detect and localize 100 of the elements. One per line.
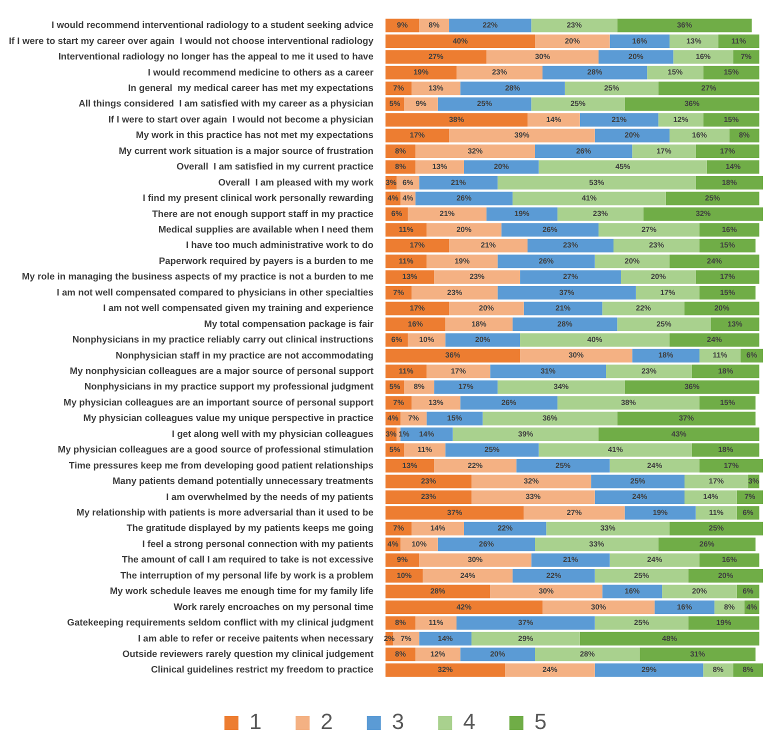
bar xyxy=(490,364,606,378)
bar xyxy=(386,600,542,614)
bar xyxy=(449,302,524,316)
bar xyxy=(415,616,457,630)
bar xyxy=(658,113,704,127)
bar xyxy=(598,223,700,237)
y-tick-label: Time pressures keep me from developing good patient relationships xyxy=(68,459,374,470)
bar xyxy=(386,160,416,174)
bar xyxy=(412,82,460,96)
bar xyxy=(557,396,700,410)
bar xyxy=(594,254,670,268)
y-tick-label: Nonphysicians in my practice reliably carry out clinical instructions xyxy=(72,334,374,345)
bar xyxy=(386,113,528,127)
y-tick-label: If I were to start over again I would not become a physician xyxy=(108,113,374,124)
bar xyxy=(699,223,760,237)
y-tick-label: Nonphysician staff in my practice are not accommodating xyxy=(116,349,374,360)
y-tick-label: There are not enough support staff in my practice xyxy=(152,208,374,219)
y-tick-label: I would recommend interventional radiology to a student seeking advice xyxy=(52,19,374,30)
bar xyxy=(471,474,592,488)
y-tick-label: Paperwork required by payers is a burden to me xyxy=(158,254,374,266)
legend-label: 3 xyxy=(392,709,404,734)
bar xyxy=(415,160,464,174)
bar xyxy=(666,192,760,206)
bar xyxy=(670,128,730,142)
bar xyxy=(696,506,737,520)
bar xyxy=(456,616,595,630)
bar xyxy=(426,364,490,378)
bar xyxy=(486,207,558,221)
bar xyxy=(449,238,528,252)
y-tick-label: My physician colleagues are a good source of professional stimulation xyxy=(58,444,374,455)
bar xyxy=(594,569,688,583)
y-tick-label: If I were to start my career over again I would not choose interventional radiology xyxy=(8,34,374,46)
bar xyxy=(426,254,498,268)
y-tick-label: Outside reviewers rarely question my clinical judgement xyxy=(122,648,374,659)
bar xyxy=(434,270,520,284)
bar xyxy=(386,506,524,520)
bar xyxy=(386,128,450,142)
bar xyxy=(580,113,658,127)
bar xyxy=(538,443,692,457)
bar xyxy=(538,160,707,174)
bar xyxy=(449,128,595,142)
bar xyxy=(422,569,513,583)
bar xyxy=(699,458,763,473)
bar xyxy=(535,34,610,48)
bar xyxy=(404,97,438,111)
bar xyxy=(415,192,513,206)
y-tick-label: My relationship with patients is more adversarial than it used to be xyxy=(76,506,374,518)
bar xyxy=(412,396,460,410)
bar xyxy=(520,333,670,347)
bar xyxy=(520,348,632,362)
bar xyxy=(386,254,427,268)
bar xyxy=(699,286,756,300)
bar xyxy=(419,632,472,646)
bar xyxy=(670,522,763,536)
bar xyxy=(598,428,760,442)
y-tick-label: My physician colleagues value my unique perspective in practice xyxy=(83,412,374,424)
y-tick-label: Nonphysicians in my practice support my professional judgment xyxy=(84,380,374,392)
bar xyxy=(445,333,520,347)
bar xyxy=(594,128,670,142)
bar xyxy=(598,50,674,64)
bar xyxy=(699,553,760,567)
bar xyxy=(531,18,618,32)
y-tick-label: I am not well compensated compared to physicians in other specialties xyxy=(56,286,374,298)
bar xyxy=(580,632,760,646)
y-tick-label: Medical supplies are available when I need them xyxy=(158,223,374,234)
bar xyxy=(673,50,734,64)
bar xyxy=(546,522,670,536)
bar xyxy=(505,663,595,677)
bar xyxy=(699,238,756,252)
bar xyxy=(620,270,696,284)
y-tick-label: Many patients demand potentially unnecessary treatments xyxy=(112,475,374,486)
bar xyxy=(412,522,464,536)
y-tick-label: I am not well compensated given my training and experience xyxy=(103,302,374,314)
y-tick-label: I am able to refer or receive paitents when necessary xyxy=(138,632,374,644)
bar xyxy=(456,66,542,80)
y-tick-label: Interventional radiology no longer has the appeal to me it used to have xyxy=(58,50,374,62)
bar xyxy=(438,538,536,552)
bar xyxy=(684,302,760,316)
y-tick-label: I get along well with my physician colleagues xyxy=(172,428,374,439)
bar xyxy=(386,66,457,80)
y-tick-label: My role in managing the business aspects of my practice is not a burden to me xyxy=(22,270,374,282)
bar xyxy=(636,286,700,300)
bar xyxy=(624,380,760,394)
bar xyxy=(610,553,700,567)
bar xyxy=(696,144,760,158)
bar xyxy=(640,648,756,662)
bar xyxy=(535,648,640,662)
bar xyxy=(692,443,760,457)
y-tick-label: The amount of call I am required to take is not excessive xyxy=(122,554,374,565)
bar xyxy=(512,192,666,206)
bar xyxy=(482,412,618,426)
bar xyxy=(670,34,718,48)
bar xyxy=(606,364,692,378)
bar xyxy=(386,223,427,237)
bar xyxy=(718,34,760,48)
bar xyxy=(688,569,763,583)
bar xyxy=(542,600,655,614)
bar xyxy=(498,286,636,300)
bar xyxy=(386,663,506,677)
bar xyxy=(610,458,700,473)
